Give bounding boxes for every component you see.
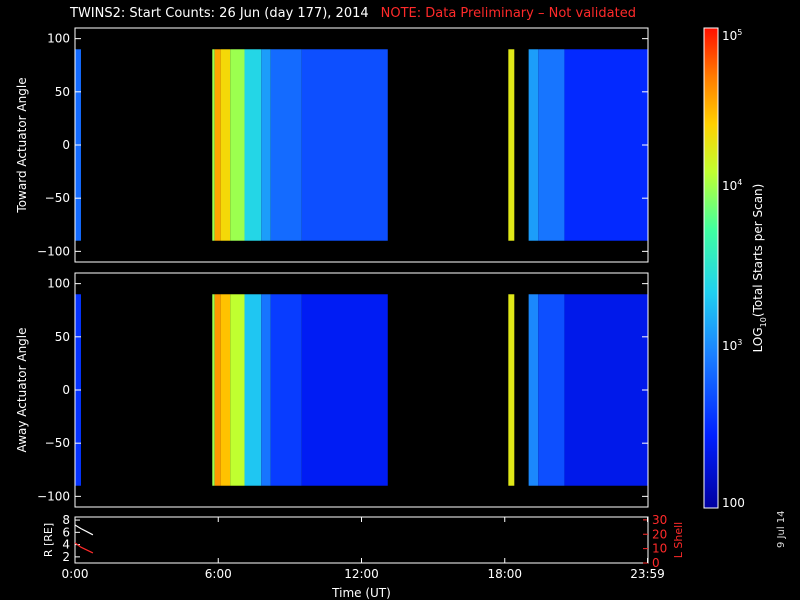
- x-tick-label: 18:00: [487, 567, 522, 581]
- data-band: [538, 294, 565, 486]
- data-band: [212, 49, 215, 241]
- data-band: [220, 49, 231, 241]
- data-band: [528, 49, 539, 241]
- y-tick-label: 50: [55, 85, 70, 99]
- x-tick-label: 12:00: [344, 567, 379, 581]
- y-axis-label: Toward Actuator Angle: [15, 77, 29, 213]
- chart-title-line: TWINS2: Start Counts: 26 Jun (day 177), …: [70, 6, 636, 21]
- data-band: [270, 294, 302, 486]
- x-axis-label: Time (UT): [331, 586, 391, 600]
- y-tick-label: −100: [37, 489, 70, 503]
- right-tick-label: 20: [652, 527, 667, 541]
- data-band: [230, 294, 245, 486]
- data-band: [244, 49, 262, 241]
- data-band: [528, 294, 539, 486]
- away-panel: 100 50 0 −50 −100 Away Actuator Angle: [15, 272, 649, 508]
- x-tick-label: 23:59: [630, 567, 665, 581]
- x-tick-label: 0:00: [62, 567, 89, 581]
- colorbar-tick-mid: 104: [722, 178, 742, 193]
- y-tick-label: −50: [45, 436, 70, 450]
- data-band: [508, 294, 515, 486]
- data-band: [214, 49, 221, 241]
- data-band: [538, 49, 565, 241]
- y-axis-label: Away Actuator Angle: [15, 327, 29, 452]
- x-tick-label: 6:00: [205, 567, 232, 581]
- left-tick-label: 8: [62, 513, 70, 527]
- data-band: [230, 49, 245, 241]
- data-band: [564, 294, 648, 486]
- data-band: [301, 49, 388, 241]
- colorbar-tick-top: 105: [722, 28, 742, 43]
- colorbar-label: LOG10(Total Starts per Scan): [751, 184, 768, 353]
- right-tick-label: 30: [652, 513, 667, 527]
- left-tick-label: 6: [62, 525, 70, 539]
- data-band: [301, 294, 388, 486]
- colorbar-tick-bottom: 100: [722, 496, 745, 510]
- colorbar-scale: [703, 27, 719, 509]
- data-band: [508, 49, 515, 241]
- data-band: [214, 294, 221, 486]
- chart-title: TWINS2: Start Counts: 26 Jun (day 177), …: [70, 6, 369, 21]
- data-band: [270, 49, 302, 241]
- y-tick-label: 100: [47, 277, 70, 291]
- y-tick-label: 0: [62, 138, 70, 152]
- data-band: [261, 49, 271, 241]
- right-tick-label: 10: [652, 542, 667, 556]
- right-axis-label: L Shell: [672, 522, 685, 558]
- r-series-line: [74, 524, 94, 536]
- l-shell-line: [74, 542, 94, 554]
- left-axis-label: R [RE]: [42, 523, 55, 557]
- toward-panel: 100 50 0 −50 −100 Toward Actuator Angle: [15, 27, 649, 263]
- y-tick-label: −100: [37, 244, 70, 258]
- data-band: [212, 294, 215, 486]
- orbit-frame: [74, 516, 649, 564]
- right-tick-label: 0: [652, 556, 660, 570]
- left-tick-label: 2: [62, 550, 70, 564]
- preliminary-note: NOTE: Data Preliminary – Not validated: [380, 6, 636, 21]
- data-band: [244, 294, 262, 486]
- data-band: [261, 294, 271, 486]
- data-band: [220, 294, 231, 486]
- y-tick-label: 0: [62, 383, 70, 397]
- colorbar-tick-low: 103: [722, 338, 742, 353]
- y-tick-label: 100: [47, 32, 70, 46]
- left-tick-label: 4: [62, 538, 70, 552]
- y-tick-label: −50: [45, 191, 70, 205]
- data-band: [564, 49, 648, 241]
- y-tick-label: 50: [55, 330, 70, 344]
